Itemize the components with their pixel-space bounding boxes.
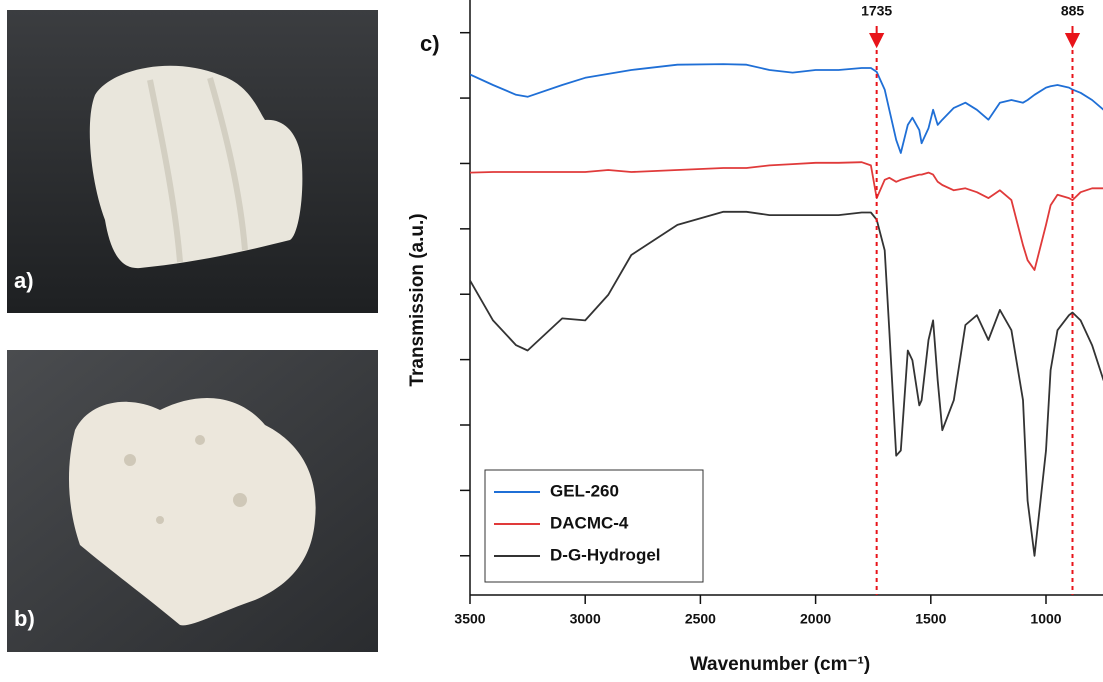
x-axis-title: Wavenumber (cm⁻¹) bbox=[690, 654, 870, 675]
x-tick-label: 2000 bbox=[800, 611, 831, 627]
x-tick-label: 3500 bbox=[454, 611, 485, 627]
figure: a) b) c) Wavenumber (cm⁻¹) Transmission … bbox=[0, 0, 1103, 682]
legend-label: GEL-260 bbox=[550, 481, 619, 500]
x-tick-label: 2500 bbox=[685, 611, 716, 627]
panel-label: a) bbox=[14, 268, 34, 293]
series-line bbox=[470, 64, 1103, 153]
photo-a bbox=[7, 10, 378, 313]
x-tick-label: 1000 bbox=[1030, 611, 1061, 627]
marker-arrow bbox=[871, 26, 883, 46]
marker-label: 885 bbox=[1061, 3, 1085, 19]
marker-label: 1735 bbox=[861, 3, 892, 19]
legend-label: DACMC-4 bbox=[550, 513, 629, 532]
panel-label: c) bbox=[420, 31, 440, 56]
x-tick-label: 1500 bbox=[915, 611, 946, 627]
panel-label: b) bbox=[14, 606, 35, 631]
series-line bbox=[470, 162, 1103, 270]
figure-canvas: a) b) c) Wavenumber (cm⁻¹) Transmission … bbox=[0, 0, 1103, 682]
x-tick-label: 3000 bbox=[570, 611, 601, 627]
y-axis-title: Transmission (a.u.) bbox=[407, 213, 428, 386]
photo-b bbox=[7, 350, 378, 652]
marker-arrow bbox=[1066, 26, 1078, 46]
legend-label: D-G-Hydrogel bbox=[550, 545, 661, 564]
